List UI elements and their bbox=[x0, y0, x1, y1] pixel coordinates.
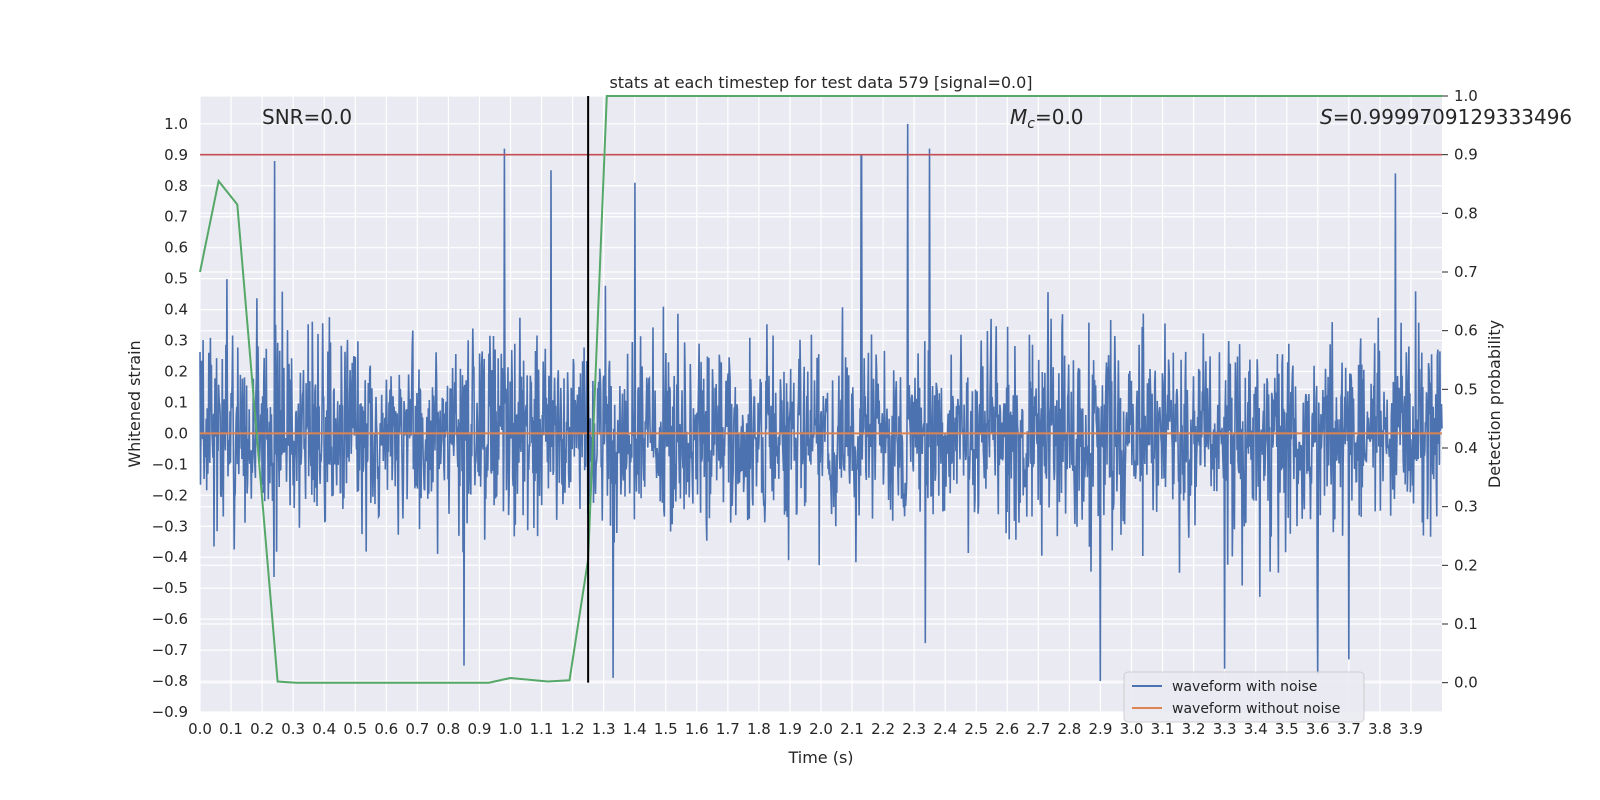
legend-box bbox=[1123, 671, 1365, 723]
x-tick-label: 2.8 bbox=[1057, 720, 1081, 738]
x-tick-label: 0.9 bbox=[468, 720, 492, 738]
x-tick-label: 3.7 bbox=[1337, 720, 1361, 738]
y-tick-label: −0.5 bbox=[152, 579, 188, 597]
x-tick-label: 0.5 bbox=[343, 720, 367, 738]
y-tick-label: −0.1 bbox=[152, 455, 188, 473]
x-tick-label: 1.6 bbox=[685, 720, 709, 738]
x-tick-label: 2.3 bbox=[902, 720, 926, 738]
right-tick-label: 0.2 bbox=[1454, 556, 1478, 574]
legend-label-waveform-without-noise: waveform without noise bbox=[1172, 701, 1340, 717]
x-tick-label: 3.2 bbox=[1182, 720, 1206, 738]
y-tick-label: −0.3 bbox=[152, 517, 188, 535]
series-waveform-with-noise bbox=[199, 123, 1443, 682]
y-tick-label: 0.8 bbox=[164, 177, 188, 195]
x-tick-label: 1.8 bbox=[747, 720, 771, 738]
right-tick-label: 0.8 bbox=[1454, 204, 1478, 222]
x-tick-label: 0.6 bbox=[374, 720, 398, 738]
right-tick-label: 1.0 bbox=[1454, 87, 1478, 105]
series-detection-probability bbox=[199, 95, 1442, 684]
x-tick-label: 1.9 bbox=[778, 720, 802, 738]
x-tick-label: 0.2 bbox=[250, 720, 274, 738]
y-axis-ticks: 1.0 0.9 0.8 0.7 0.6 0.5 0.4 0.3 0.2 0.1 0.0 −0.1 −0.… bbox=[152, 115, 188, 721]
y-tick-label: 0.4 bbox=[164, 301, 188, 319]
chart-title: stats at each timestep for test data 579… bbox=[609, 73, 1032, 92]
right-axis-ticks: 1.0 0.9 0.8 0.7 0.6 0.5 0.4 0.3 0.2 0.1 0.0 bbox=[1442, 87, 1478, 692]
x-axis-label: Time (s) bbox=[787, 748, 853, 767]
y-tick-label: 0.7 bbox=[164, 208, 188, 226]
right-tick-label: 0.3 bbox=[1454, 498, 1478, 516]
x-tick-label: 1.0 bbox=[499, 720, 523, 738]
chirp-mass-annotation: Mc=0.0 bbox=[1010, 105, 1084, 132]
y-tick-label: 0.9 bbox=[164, 146, 188, 164]
waveform-with-noise-line bbox=[199, 123, 1443, 682]
x-tick-label: 2.9 bbox=[1089, 720, 1113, 738]
right-tick-label: 0.0 bbox=[1454, 674, 1478, 692]
right-tick-label: 0.7 bbox=[1454, 263, 1478, 281]
x-tick-label: 1.5 bbox=[654, 720, 678, 738]
chirp-mass-symbol: M bbox=[1010, 105, 1027, 129]
y-tick-label: 0.1 bbox=[164, 393, 188, 411]
score-symbol: S bbox=[1320, 105, 1333, 129]
y-tick-label: −0.6 bbox=[152, 610, 188, 628]
y-tick-label: 0.6 bbox=[164, 239, 188, 257]
legend-label-waveform-with-noise: waveform with noise bbox=[1172, 679, 1317, 695]
y-tick-label: 0.0 bbox=[164, 424, 188, 442]
x-tick-label: 1.2 bbox=[561, 720, 585, 738]
y-tick-label: 1.0 bbox=[164, 115, 188, 133]
x-tick-label: 0.3 bbox=[281, 720, 305, 738]
right-tick-label: 0.9 bbox=[1454, 146, 1478, 164]
x-tick-label: 2.6 bbox=[995, 720, 1019, 738]
x-tick-label: 2.2 bbox=[871, 720, 895, 738]
y-tick-label: −0.2 bbox=[152, 486, 188, 504]
x-tick-label: 3.9 bbox=[1399, 720, 1423, 738]
x-tick-label: 0.7 bbox=[405, 720, 429, 738]
y-tick-label: −0.8 bbox=[152, 672, 188, 690]
x-tick-label: 0.8 bbox=[436, 720, 460, 738]
y-tick-label: 0.2 bbox=[164, 362, 188, 380]
x-tick-label: 2.7 bbox=[1026, 720, 1050, 738]
x-tick-label: 2.4 bbox=[933, 720, 957, 738]
y-tick-label: −0.4 bbox=[152, 548, 188, 566]
score-value: =0.9999709129333496 bbox=[1333, 105, 1572, 129]
right-tick-label: 0.4 bbox=[1454, 439, 1478, 457]
right-tick-label: 0.5 bbox=[1454, 380, 1478, 398]
y-tick-label: 0.3 bbox=[164, 332, 188, 350]
x-tick-label: 0.1 bbox=[219, 720, 243, 738]
x-tick-label: 2.5 bbox=[964, 720, 988, 738]
x-tick-label: 1.7 bbox=[716, 720, 740, 738]
x-tick-label: 3.0 bbox=[1120, 720, 1144, 738]
x-tick-label: 3.1 bbox=[1151, 720, 1175, 738]
x-tick-label: 1.1 bbox=[530, 720, 554, 738]
legend: waveform with noise waveform without noi… bbox=[1123, 671, 1365, 723]
x-tick-label: 2.0 bbox=[809, 720, 833, 738]
score-annotation: S=0.9999709129333496 bbox=[1320, 105, 1572, 129]
right-axis-label: Detection probability bbox=[1485, 320, 1504, 488]
chirp-mass-subscript: c bbox=[1027, 116, 1035, 132]
x-tick-label: 2.1 bbox=[840, 720, 864, 738]
x-tick-label: 1.4 bbox=[623, 720, 647, 738]
chirp-mass-value: =0.0 bbox=[1035, 105, 1084, 129]
x-tick-label: 3.4 bbox=[1244, 720, 1268, 738]
y-tick-label: −0.9 bbox=[152, 703, 188, 721]
y-tick-label: −0.7 bbox=[152, 641, 188, 659]
right-tick-label: 0.1 bbox=[1454, 615, 1478, 633]
x-tick-label: 0.0 bbox=[188, 720, 212, 738]
y-tick-label: 0.5 bbox=[164, 270, 188, 288]
x-tick-label: 1.3 bbox=[592, 720, 616, 738]
x-tick-label: 3.6 bbox=[1306, 720, 1330, 738]
snr-annotation: SNR=0.0 bbox=[262, 105, 352, 129]
x-tick-label: 3.3 bbox=[1213, 720, 1237, 738]
y-axis-label: Whitened strain bbox=[125, 340, 144, 467]
x-axis-ticks: 0.0 0.1 0.2 0.3 0.4 0.5 0.6 0.7 0.8 0.9 1.0 1.1 1.2 1… bbox=[188, 720, 1423, 738]
x-tick-label: 3.8 bbox=[1368, 720, 1392, 738]
x-tick-label: 3.5 bbox=[1275, 720, 1299, 738]
x-tick-label: 0.4 bbox=[312, 720, 336, 738]
right-tick-label: 0.6 bbox=[1454, 322, 1478, 340]
